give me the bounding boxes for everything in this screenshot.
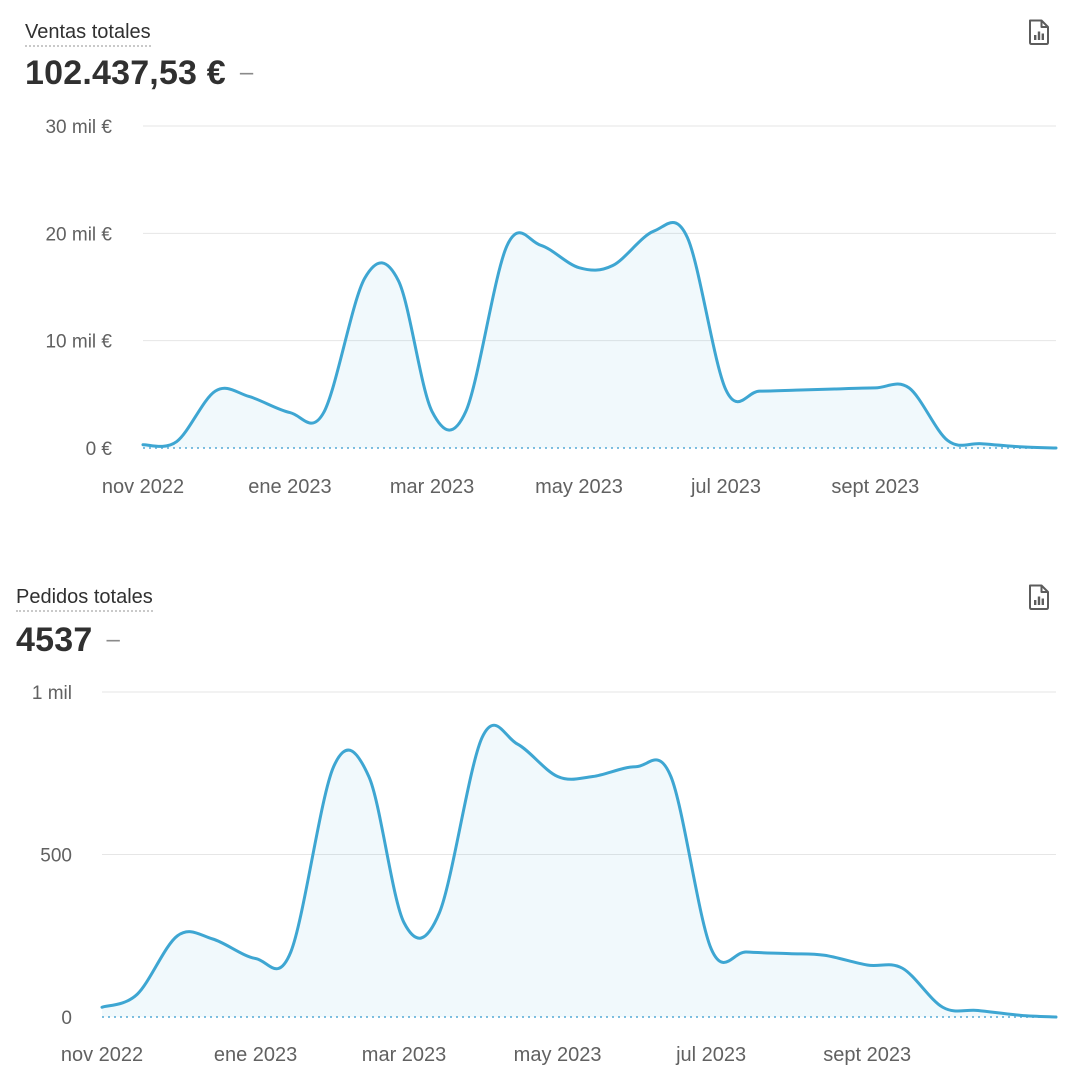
- orders-total-value: 4537: [16, 620, 93, 659]
- y-tick-label: 500: [40, 846, 72, 867]
- x-tick-label: may 2023: [535, 476, 623, 498]
- sales-card: Ventas totales 102.437,53 € – 0 € 10 mil …: [0, 0, 1080, 520]
- x-tick-label: jul 2023: [690, 476, 761, 498]
- orders-title[interactable]: Pedidos totales: [16, 585, 153, 612]
- orders-value-row: 4537 –: [16, 619, 120, 661]
- sales-title[interactable]: Ventas totales: [25, 20, 151, 47]
- x-tick-label: nov 2022: [61, 1044, 143, 1066]
- sales-chart: 0 € 10 mil € 20 mil € 30 mil € nov 2022 ene 2…: [45, 117, 1058, 498]
- orders-card: Pedidos totales 4537 – 0 500 1 mil nov 2022…: [0, 565, 1080, 1080]
- y-tick-label: 10 mil €: [45, 332, 112, 353]
- series-line: [100, 723, 1058, 1019]
- series-line: [141, 221, 1058, 450]
- x-tick-label: jul 2023: [675, 1044, 746, 1066]
- x-tick-label: ene 2023: [214, 1044, 297, 1066]
- y-tick-label: 20 mil €: [45, 224, 112, 245]
- orders-chart: 0 500 1 mil nov 2022 ene 2023 mar 2023 may 202…: [32, 683, 1058, 1066]
- x-tick-label: may 2023: [514, 1044, 602, 1066]
- series-area: [102, 725, 1056, 1017]
- x-tick-label: sept 2023: [823, 1044, 911, 1066]
- sales-value-row: 102.437,53 € –: [25, 52, 253, 94]
- x-tick-label: sept 2023: [831, 476, 919, 498]
- y-tick-label: 30 mil €: [45, 117, 112, 138]
- x-tick-label: mar 2023: [362, 1044, 447, 1066]
- x-tick-label: mar 2023: [390, 476, 475, 498]
- y-tick-label: 0: [61, 1008, 72, 1029]
- y-tick-label: 1 mil: [32, 683, 72, 704]
- orders-trend-indicator: –: [106, 626, 120, 653]
- series-area: [143, 222, 1056, 448]
- sales-total-value: 102.437,53 €: [25, 53, 226, 92]
- x-tick-label: nov 2022: [102, 476, 184, 498]
- report-document-chart-icon[interactable]: [1026, 18, 1052, 46]
- x-tick-label: ene 2023: [248, 476, 331, 498]
- sales-trend-indicator: –: [239, 59, 254, 86]
- y-tick-label: 0 €: [86, 439, 113, 460]
- report-document-chart-icon[interactable]: [1026, 583, 1052, 611]
